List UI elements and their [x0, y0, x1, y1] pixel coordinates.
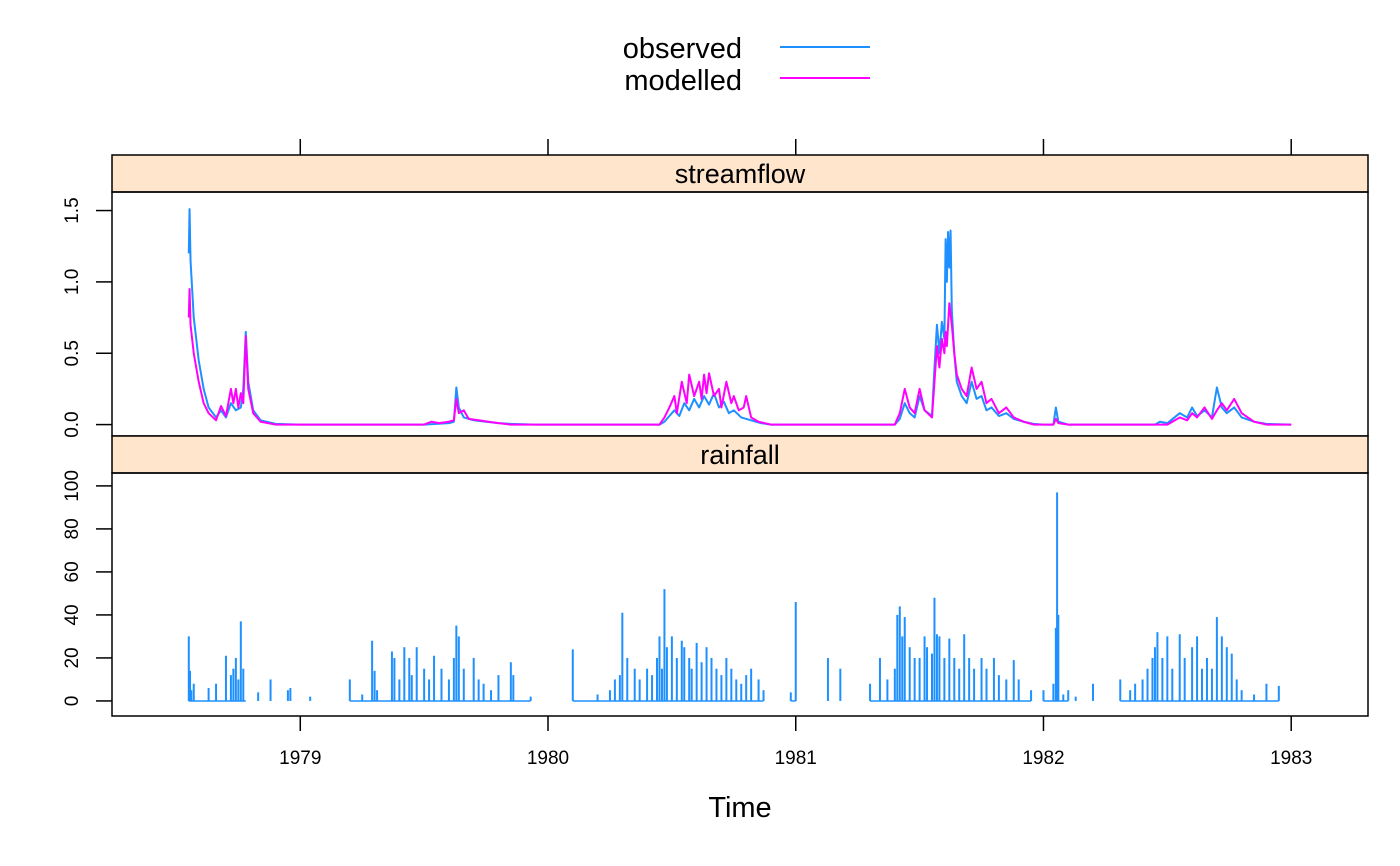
legend: observed modelled: [623, 33, 870, 97]
y-tick-label: 100: [62, 470, 83, 502]
y-tick-label: 60: [62, 561, 83, 582]
y-tick-label: 0.0: [62, 411, 83, 437]
panel-rainfall: [111, 472, 1369, 717]
rainfall-series: [187, 492, 1280, 702]
x-tick-label: 1980: [527, 748, 569, 769]
y-tick-label: 40: [62, 604, 83, 625]
x-tick-label: 1983: [1270, 748, 1312, 769]
rainfall-y-axis: 0 20 40 60 80 100: [62, 470, 112, 706]
x-tick-label: 1982: [1022, 748, 1064, 769]
y-tick-label: 0.5: [62, 340, 83, 366]
top-x-ticks: [299, 139, 1292, 155]
panel-streamflow: [111, 191, 1369, 437]
y-tick-label: 0: [62, 696, 83, 707]
y-tick-label: 1.0: [62, 269, 83, 295]
strip-rainfall: [111, 435, 1369, 474]
series-line-modelled: [187, 288, 1292, 426]
y-tick-label: 20: [62, 647, 83, 668]
streamflow-y-axis: 0.0 0.5 1.0 1.5: [62, 197, 112, 438]
x-tick-label: 1979: [279, 748, 321, 769]
x-tick-label: 1981: [775, 748, 817, 769]
x-axis: 1979 1980 1981 1982 1983: [279, 716, 1312, 769]
legend-label-observed: observed: [623, 33, 742, 65]
y-tick-label: 1.5: [62, 197, 83, 223]
x-axis-title: Time: [708, 792, 771, 824]
streamflow-series: [187, 208, 1292, 426]
series-line-observed: [187, 208, 1292, 426]
strip-label-rainfall: rainfall: [700, 440, 780, 470]
strip-label-streamflow: streamflow: [675, 159, 806, 189]
legend-label-modelled: modelled: [624, 65, 742, 97]
y-tick-label: 80: [62, 518, 83, 539]
